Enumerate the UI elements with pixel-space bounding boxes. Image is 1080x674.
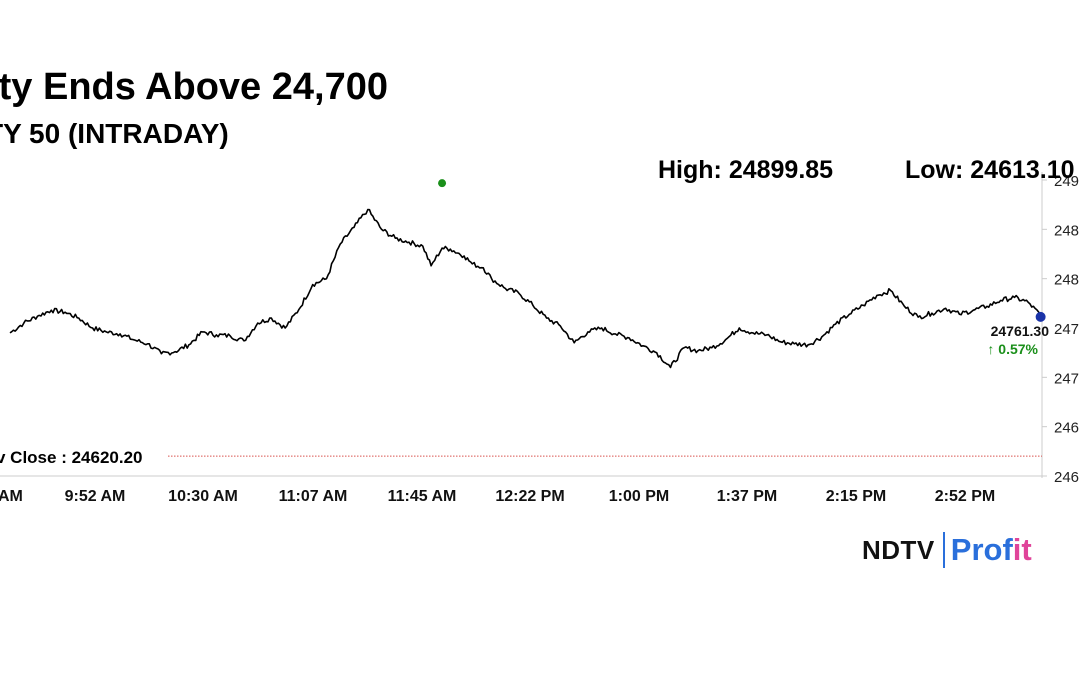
y-tick-label: 246	[1054, 469, 1079, 486]
x-tick-label: 10:30 AM	[168, 488, 238, 505]
y-tick-label: 248	[1054, 222, 1079, 239]
x-tick-label: 9:52 AM	[65, 488, 126, 505]
chart-title: fty Ends Above 24,700	[0, 66, 388, 108]
last-price-label: 24761.30	[991, 323, 1050, 339]
y-tick-label: 247	[1054, 321, 1079, 338]
x-ticks: AM 9:52 AM 10:30 AM 11:07 AM 11:45 AM 12:22 P…	[0, 488, 995, 505]
high-marker	[438, 179, 447, 188]
y-tick-label: 246	[1054, 420, 1079, 437]
logo-divider	[942, 532, 945, 568]
chart-subtitle: TY 50 (INTRADAY)	[0, 118, 229, 149]
price-series-line	[9, 208, 1042, 369]
prev-close-label: v Close : 24620.20	[0, 448, 142, 467]
y-ticks: 249 248 248 247 247 246 246	[1042, 173, 1079, 486]
x-tick-label: 1:37 PM	[717, 488, 777, 505]
x-tick-label: AM	[0, 488, 23, 505]
low-stat: Low: 24613.10	[905, 156, 1075, 184]
change-percent-label: ↑ 0.57%	[987, 341, 1038, 357]
high-stat: High: 24899.85	[658, 156, 834, 184]
x-tick-label: 11:45 AM	[388, 488, 457, 505]
x-tick-label: 2:52 PM	[935, 488, 995, 505]
x-tick-label: 12:22 PM	[495, 488, 564, 505]
logo-ndtv-text: NDTV	[862, 534, 935, 565]
y-tick-label: 249	[1054, 173, 1079, 190]
y-tick-label: 248	[1054, 272, 1079, 289]
x-tick-label: 2:15 PM	[826, 488, 886, 505]
x-tick-label: 1:00 PM	[609, 488, 669, 505]
ndtv-profit-logo: NDTV Profit	[862, 530, 1032, 570]
last-price-marker	[1035, 311, 1046, 322]
logo-profit-text: Profit	[950, 532, 1032, 567]
y-tick-label: 247	[1054, 370, 1079, 387]
x-tick-label: 11:07 AM	[279, 488, 348, 505]
